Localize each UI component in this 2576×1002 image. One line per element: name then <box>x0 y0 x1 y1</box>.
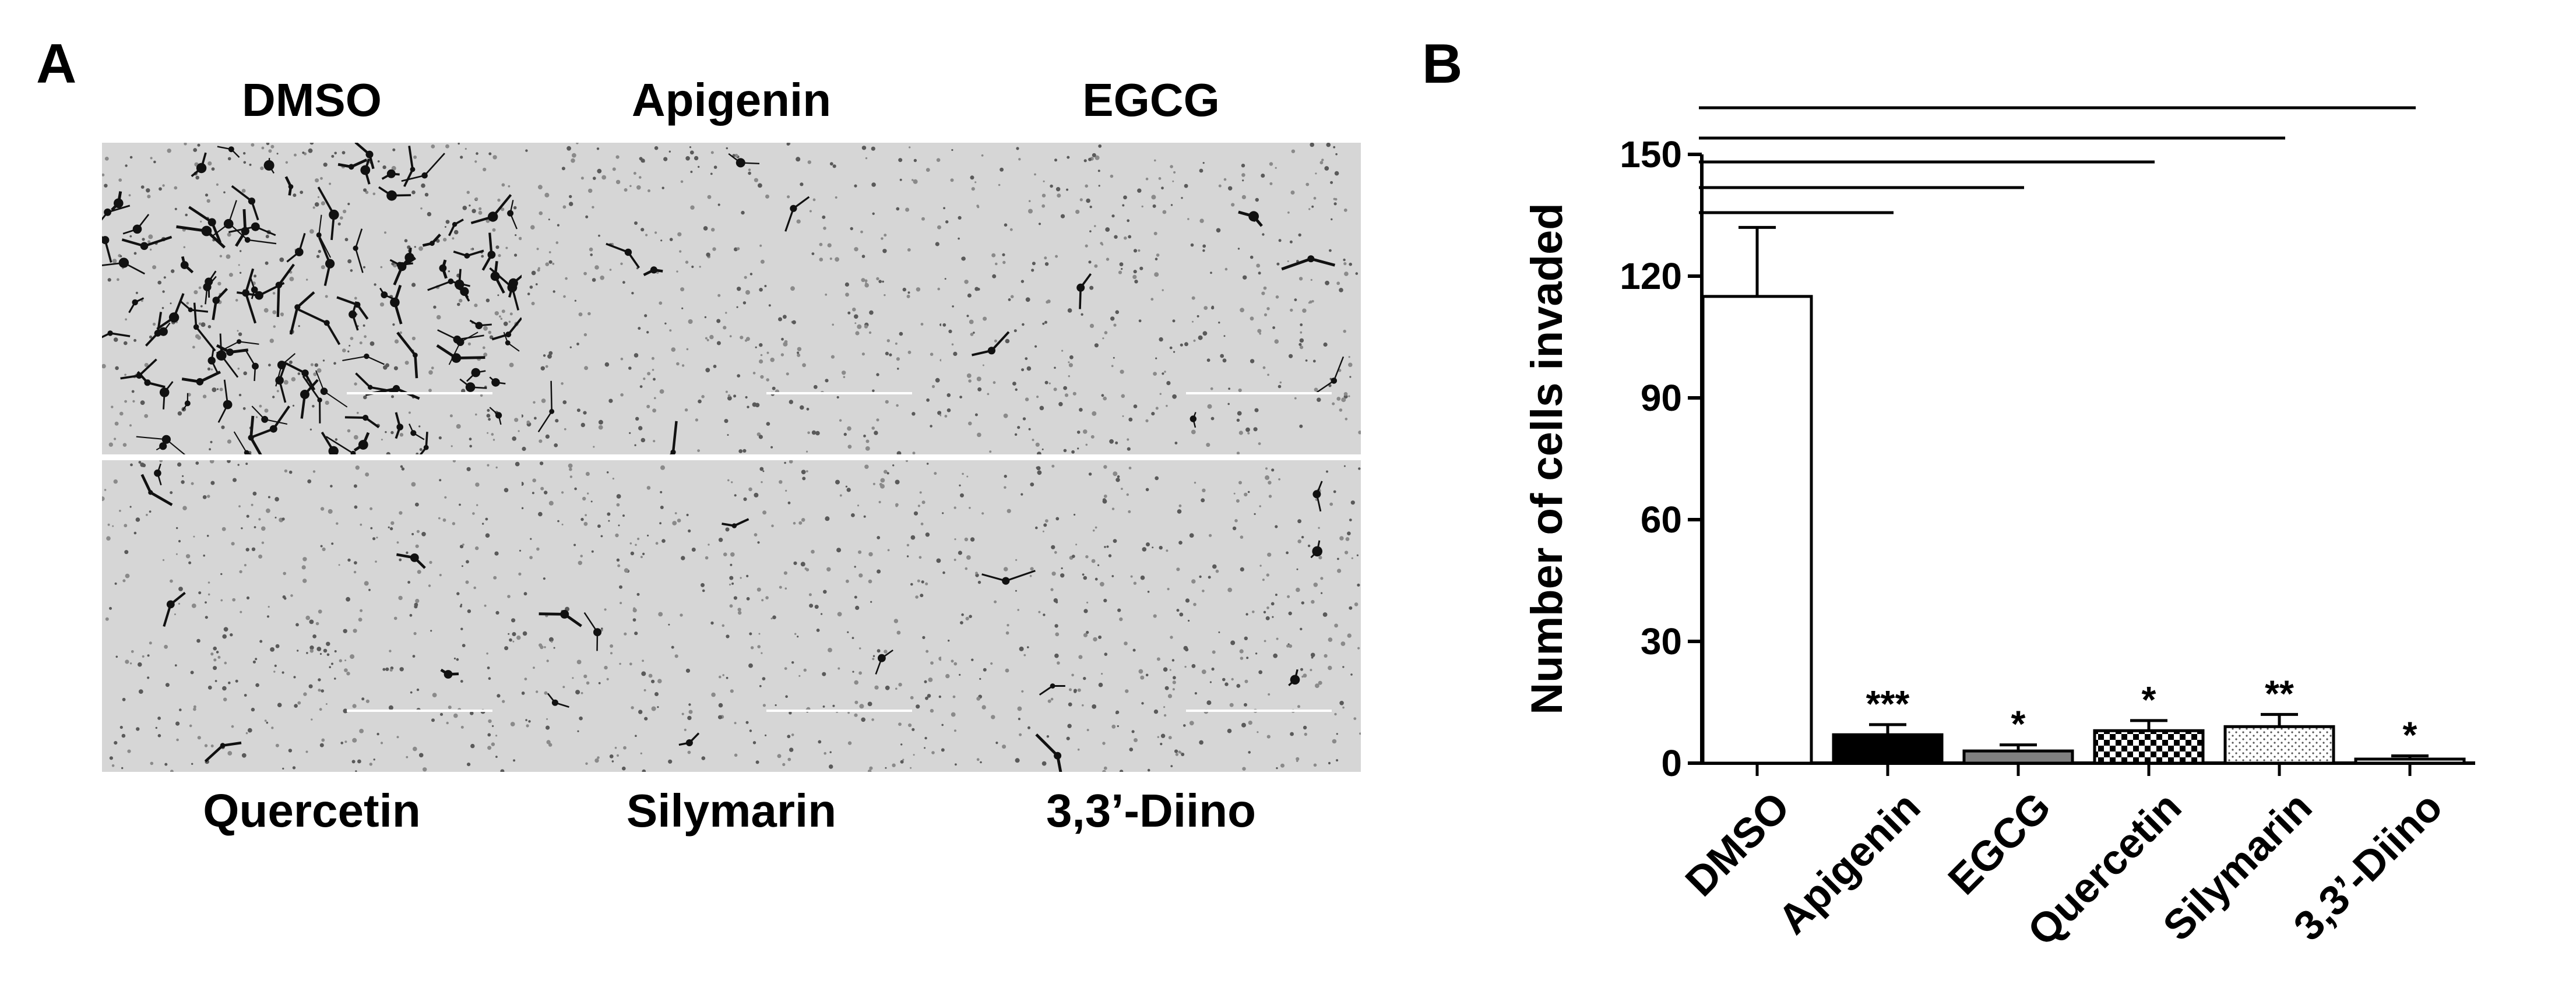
x-tick-label: Apigenin <box>1769 784 1929 943</box>
micrograph-egcg <box>941 143 1361 454</box>
bar <box>1832 733 1944 765</box>
y-tick-label: 150 <box>1620 133 1682 175</box>
x-tick-label: DMSO <box>1677 784 1799 905</box>
micrograph-label-apigenin: Apigenin <box>631 74 832 126</box>
micrograph-label-diino: 3,3’-Diino <box>1046 785 1257 837</box>
bar <box>2354 757 2466 765</box>
significance-label: * <box>2403 714 2417 756</box>
bar <box>2093 729 2205 765</box>
y-axis-label: Number of cells invaded <box>1522 203 1572 714</box>
micrograph-label-dmso: DMSO <box>242 74 382 126</box>
x-tick-label: EGCG <box>1940 784 2060 904</box>
panel-a-letter: A <box>36 33 77 95</box>
y-tick-label: 60 <box>1641 499 1682 541</box>
significance-label: *** <box>1866 683 1910 725</box>
bar <box>1701 295 1813 765</box>
micrograph-silymarin <box>522 460 941 772</box>
bar <box>2223 725 2335 765</box>
significance-label: * <box>2011 703 2026 745</box>
micrograph-label-quercetin: Quercetin <box>203 785 421 837</box>
bar <box>1962 749 2074 765</box>
micrograph-diino <box>941 460 1361 772</box>
y-tick-label: 30 <box>1641 620 1682 662</box>
micrograph-label-silymarin: Silymarin <box>626 785 837 837</box>
panel-b-letter: B <box>1422 33 1463 95</box>
micrograph-apigenin <box>522 143 941 454</box>
y-tick-label: 0 <box>1661 742 1682 784</box>
bar-chart: Number of cells invaded 0 30 60 90 120 150 DMS… <box>1522 106 2475 955</box>
significance-label: ** <box>2265 672 2294 714</box>
y-tick-label: 120 <box>1620 255 1682 297</box>
significance-label: * <box>2142 679 2156 721</box>
micrograph-dmso <box>102 143 522 454</box>
micrograph-quercetin <box>102 460 522 772</box>
micrograph-label-egcg: EGCG <box>1082 74 1220 126</box>
y-tick-label: 90 <box>1641 377 1682 419</box>
